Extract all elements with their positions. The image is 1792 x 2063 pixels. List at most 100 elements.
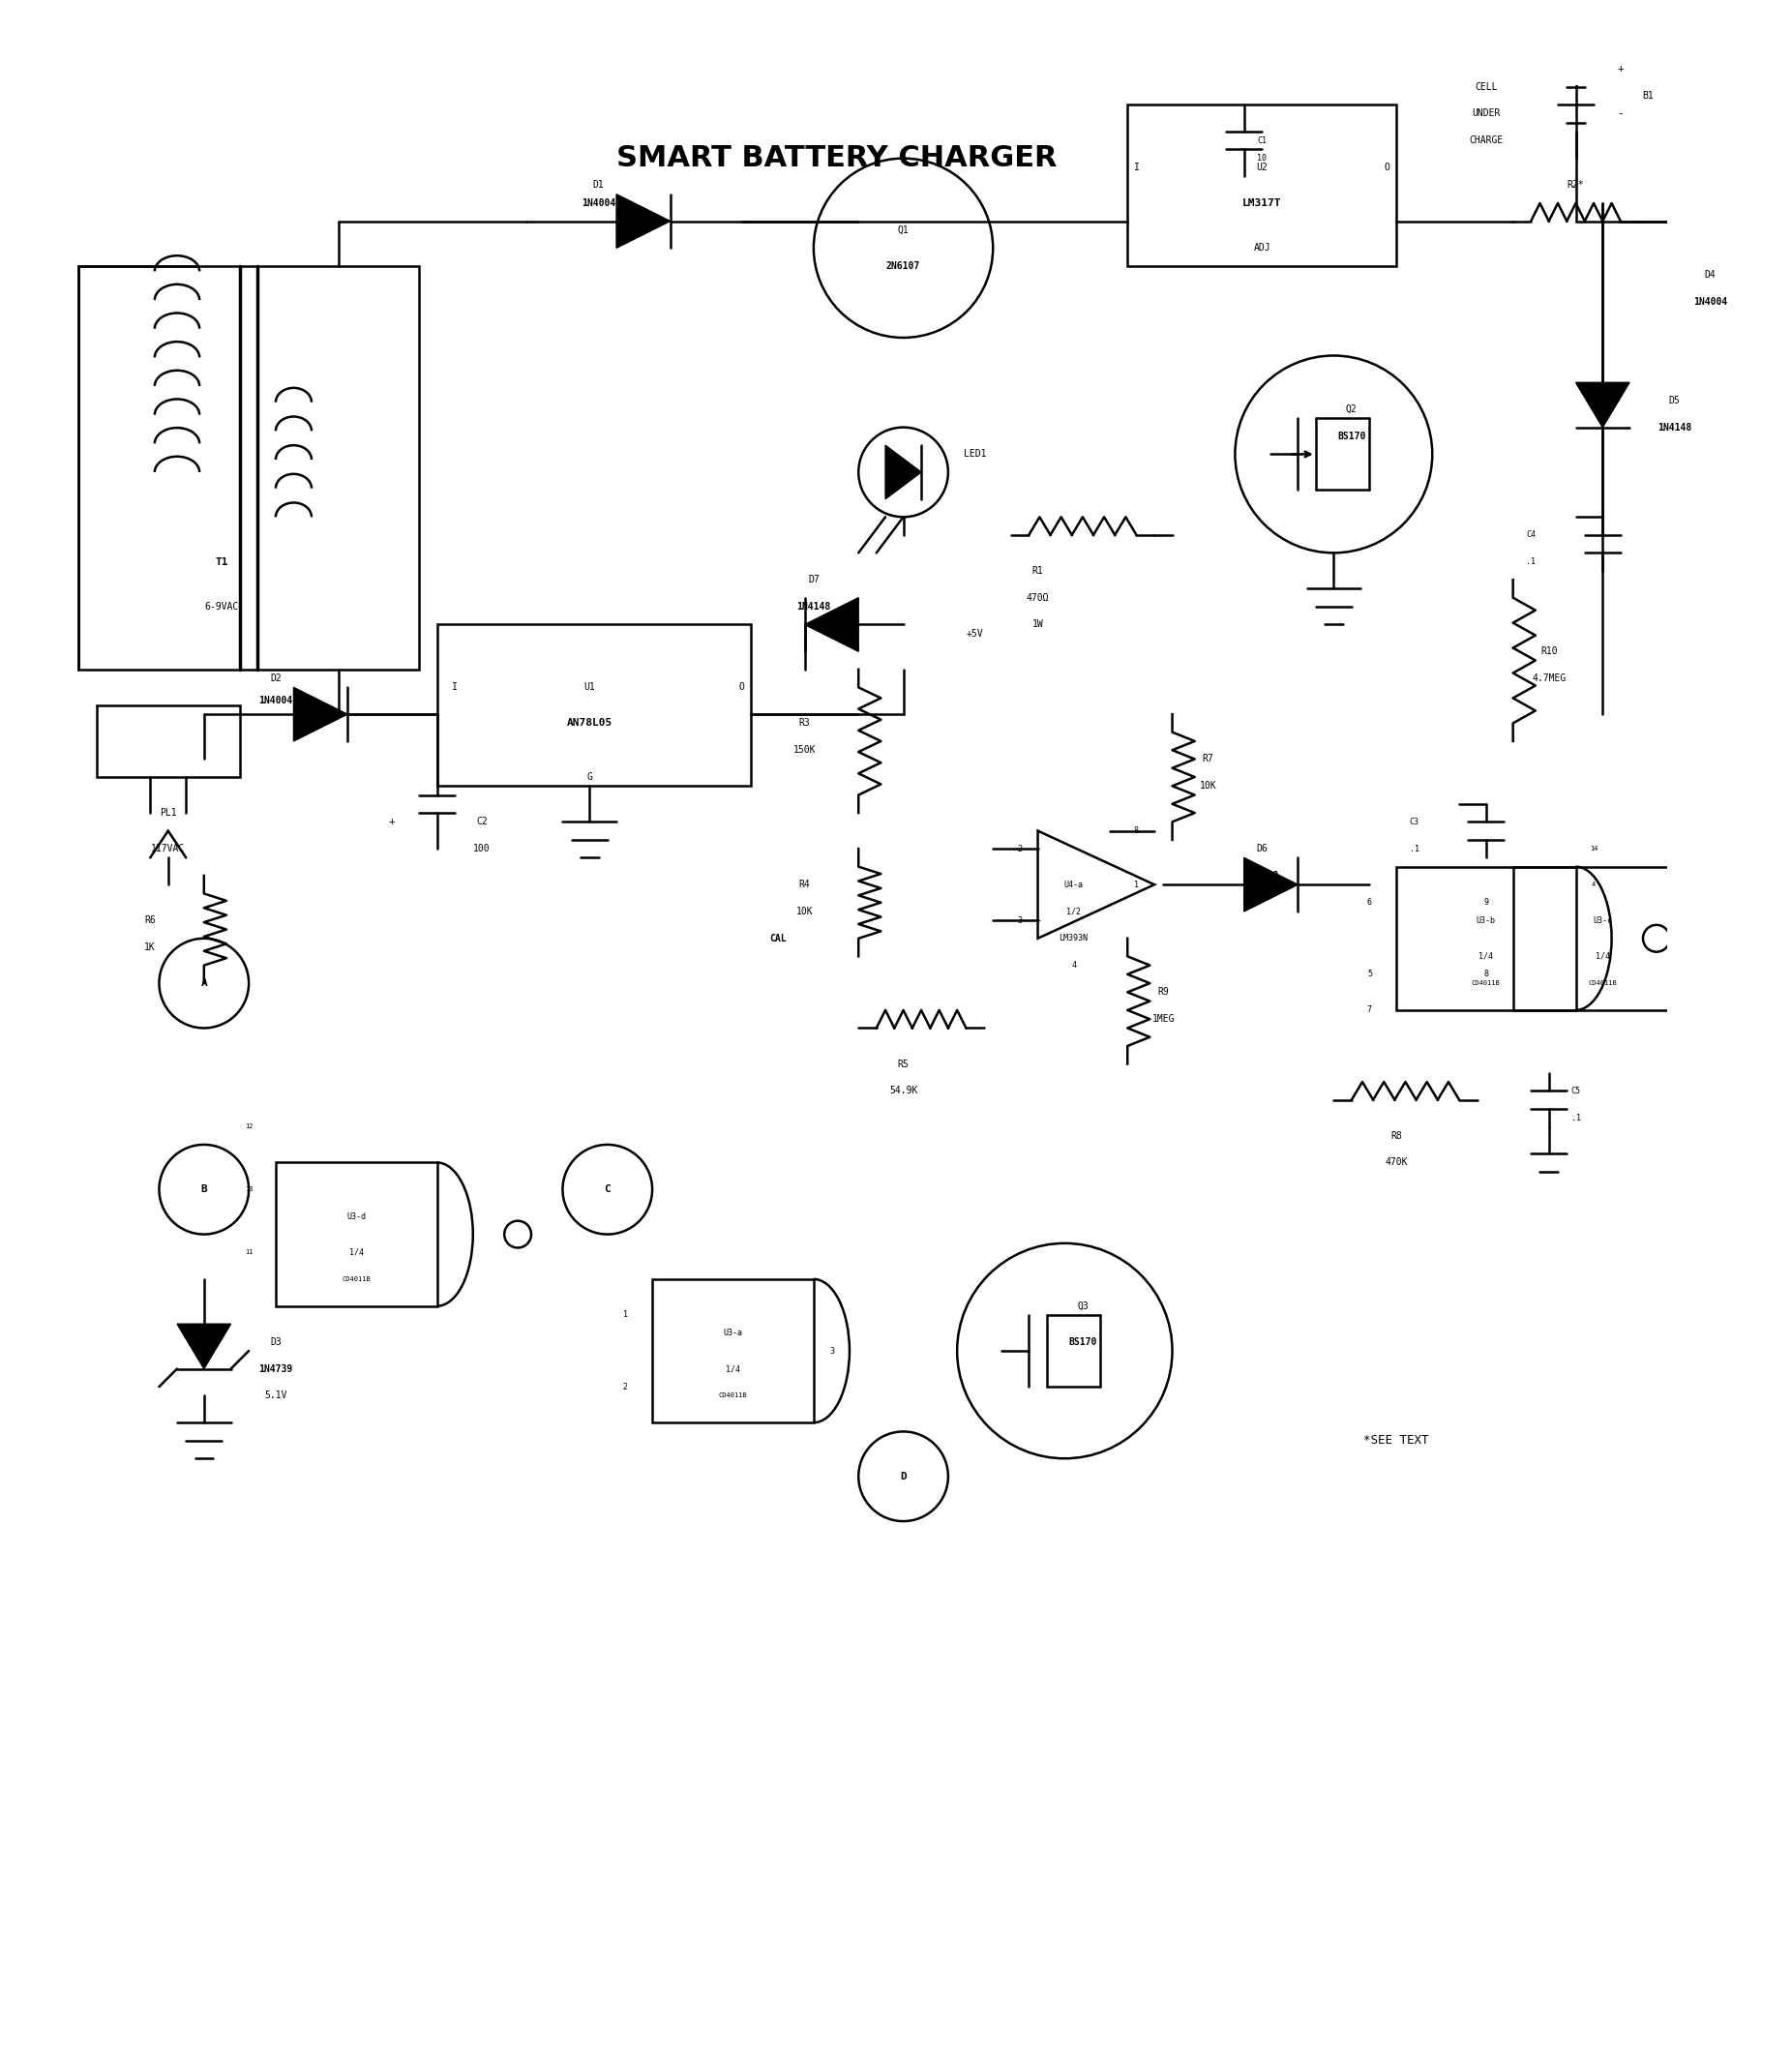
Text: U1: U1 (584, 683, 595, 693)
Bar (79, 266, 419, 668)
Text: U3-b: U3-b (1477, 916, 1496, 924)
Text: 13: 13 (246, 1186, 253, 1192)
Text: D4: D4 (1704, 270, 1717, 281)
Text: C: C (604, 1184, 611, 1194)
Text: 2N6107: 2N6107 (887, 262, 921, 270)
Text: 2: 2 (1018, 844, 1021, 854)
Text: SMART BATTERY CHARGER: SMART BATTERY CHARGER (616, 144, 1057, 173)
Text: 11: 11 (246, 1250, 253, 1254)
Polygon shape (177, 1324, 231, 1368)
Text: CD4011B: CD4011B (1471, 980, 1500, 986)
Text: G: G (586, 772, 593, 782)
Text: O: O (738, 683, 745, 693)
Text: D1: D1 (593, 179, 604, 190)
Text: +: + (1618, 64, 1624, 74)
Text: 10K: 10K (796, 906, 814, 916)
Text: CAL: CAL (769, 935, 787, 943)
Text: +5V: +5V (966, 629, 984, 637)
Text: D3: D3 (271, 1337, 281, 1347)
Text: CD4011B: CD4011B (342, 1277, 371, 1281)
Text: UNDER: UNDER (1471, 109, 1500, 118)
Text: Q2: Q2 (1346, 404, 1357, 415)
Polygon shape (1575, 382, 1629, 427)
Text: 4.7MEG: 4.7MEG (1532, 673, 1566, 683)
Text: R1: R1 (1032, 565, 1043, 576)
Text: 1/4: 1/4 (1478, 951, 1493, 961)
Text: 14: 14 (1590, 846, 1598, 852)
Text: .1: .1 (1410, 844, 1419, 854)
Text: 1N4004: 1N4004 (581, 198, 615, 208)
Bar (276, 1164, 437, 1306)
Text: 1/4: 1/4 (349, 1248, 364, 1256)
Text: CD4011B: CD4011B (719, 1393, 747, 1399)
Text: 1MEG: 1MEG (1152, 1015, 1176, 1023)
Text: LED1: LED1 (964, 450, 986, 460)
Text: 9: 9 (1484, 897, 1489, 908)
Text: C3: C3 (1410, 817, 1419, 825)
Text: U2: U2 (1256, 163, 1267, 171)
Text: 1N4148: 1N4148 (797, 602, 831, 611)
Text: AN78L05: AN78L05 (566, 718, 613, 728)
Polygon shape (885, 446, 921, 499)
Text: 54.9K: 54.9K (889, 1085, 918, 1095)
Bar (437, 625, 751, 786)
Text: 117VAC: 117VAC (151, 844, 185, 854)
Text: CD4011B: CD4011B (1588, 980, 1616, 986)
Text: ADJ: ADJ (1253, 243, 1271, 254)
Text: +: + (1036, 916, 1041, 926)
Text: 12: 12 (246, 1124, 253, 1131)
Text: D2: D2 (271, 673, 281, 683)
Text: R6: R6 (145, 916, 156, 926)
Bar (1396, 866, 1575, 1011)
Text: C5: C5 (1572, 1087, 1581, 1095)
Text: B1: B1 (1641, 91, 1654, 101)
Bar (97, 706, 240, 778)
Text: U4-a: U4-a (1064, 881, 1084, 889)
Text: 1W: 1W (1032, 619, 1043, 629)
Text: 100: 100 (473, 844, 491, 854)
Text: CHARGE: CHARGE (1469, 136, 1503, 144)
Text: 7: 7 (1367, 1007, 1373, 1015)
Text: 1N4148: 1N4148 (1658, 423, 1692, 431)
Text: Q3: Q3 (1077, 1302, 1088, 1310)
Text: 470Ω: 470Ω (1027, 592, 1048, 602)
Text: 8: 8 (1484, 970, 1489, 978)
Text: R3: R3 (799, 718, 810, 728)
Text: C1: C1 (1258, 136, 1267, 144)
Text: R4: R4 (799, 879, 810, 889)
Text: 1/4: 1/4 (1595, 951, 1609, 961)
Text: D6: D6 (1256, 844, 1267, 854)
Text: A: A (201, 978, 208, 988)
Polygon shape (616, 194, 670, 248)
Text: 4: 4 (1591, 881, 1595, 887)
Text: -: - (1618, 109, 1624, 118)
Text: R7: R7 (1202, 755, 1213, 763)
Text: 1/4: 1/4 (726, 1364, 740, 1374)
Text: BS170: BS170 (1337, 431, 1366, 441)
Text: T1: T1 (215, 557, 228, 567)
Text: 3: 3 (1018, 916, 1021, 924)
Text: 8: 8 (1134, 827, 1140, 836)
Text: -: - (1036, 844, 1041, 854)
Bar (1127, 105, 1396, 266)
Text: R2*: R2* (1568, 179, 1584, 190)
Text: LM317T: LM317T (1242, 198, 1281, 208)
Text: C2: C2 (477, 817, 487, 827)
Text: 1N4004: 1N4004 (258, 695, 292, 706)
Text: PL1: PL1 (159, 809, 177, 817)
Text: CELL: CELL (1475, 83, 1498, 91)
Bar (1512, 866, 1692, 1011)
Text: R9: R9 (1158, 988, 1168, 996)
Text: U3-d: U3-d (346, 1211, 366, 1221)
Text: R5: R5 (898, 1058, 909, 1069)
Text: C4: C4 (1527, 530, 1536, 538)
Text: R10: R10 (1541, 646, 1557, 656)
Text: 5.1V: 5.1V (265, 1390, 287, 1401)
Text: I: I (1134, 163, 1140, 171)
Text: D7: D7 (808, 576, 819, 584)
Text: D: D (900, 1471, 907, 1481)
Text: 6-9VAC: 6-9VAC (204, 602, 238, 611)
Text: BS170: BS170 (1068, 1337, 1097, 1347)
Text: U3-a: U3-a (724, 1329, 742, 1337)
Text: 470K: 470K (1385, 1157, 1409, 1168)
